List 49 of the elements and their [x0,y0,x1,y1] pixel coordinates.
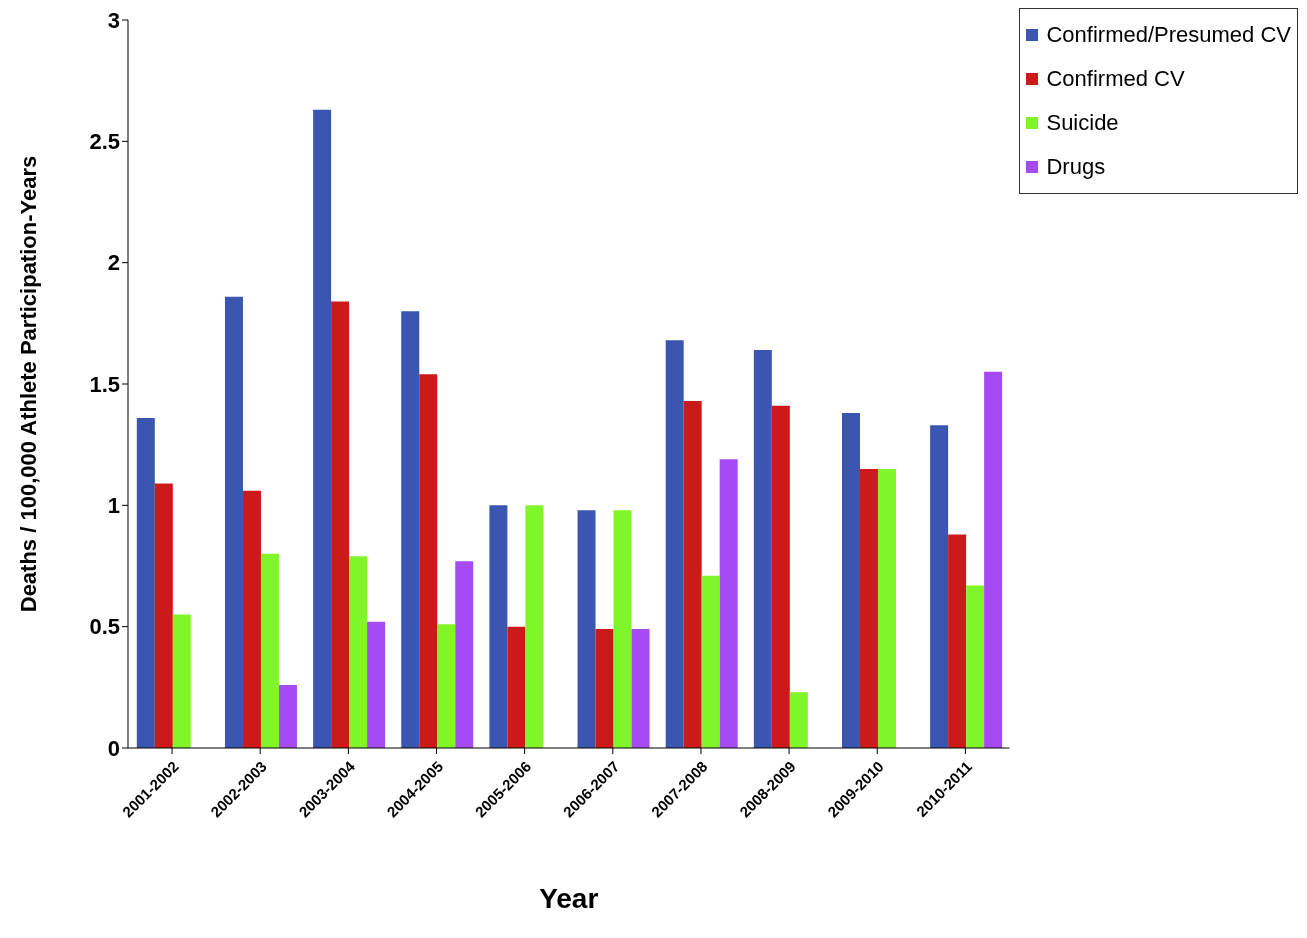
x-axis-title: Year [539,883,599,914]
bar [665,340,684,748]
bar [701,575,720,748]
legend-label: Confirmed CV [1046,65,1185,93]
bar [367,621,386,748]
y-tick-label: 1.5 [89,371,120,397]
bar [154,483,173,748]
bar [577,510,596,748]
bar [278,684,297,748]
legend-label: Confirmed/Presumed CV [1046,21,1291,49]
bar [242,490,261,748]
bar [313,109,332,748]
bar [631,629,650,748]
bar [489,505,508,748]
y-tick-label: 0.5 [89,614,120,640]
bar [753,350,772,748]
legend-label: Suicide [1046,109,1119,137]
bar [841,413,860,748]
bar [260,553,279,748]
bar [966,585,985,748]
bar [877,468,896,748]
bar [771,405,790,748]
bar [224,296,243,748]
y-tick-label: 3 [107,7,120,33]
bar [789,692,808,748]
bar [136,417,155,748]
bar [948,534,967,748]
legend-label: Drugs [1046,153,1106,181]
y-axis-title: Deaths / 100,000 Athlete Participation-Years [15,155,41,613]
bar [984,371,1003,748]
y-tick-label: 0 [107,735,120,761]
bar [507,626,526,748]
bar [437,624,456,748]
y-tick-label: 1 [107,493,120,519]
bar [930,425,949,748]
bar [455,561,474,748]
bar [683,400,702,748]
bar [419,374,438,748]
bar [172,614,191,748]
bar [525,505,544,748]
bar [401,311,420,748]
bar [859,468,878,748]
bar [595,629,614,748]
bar [613,510,632,748]
bar [719,459,738,748]
bar [349,556,368,748]
y-tick-label: 2 [107,250,120,276]
y-tick-label: 2.5 [89,129,120,155]
bar [331,301,350,748]
